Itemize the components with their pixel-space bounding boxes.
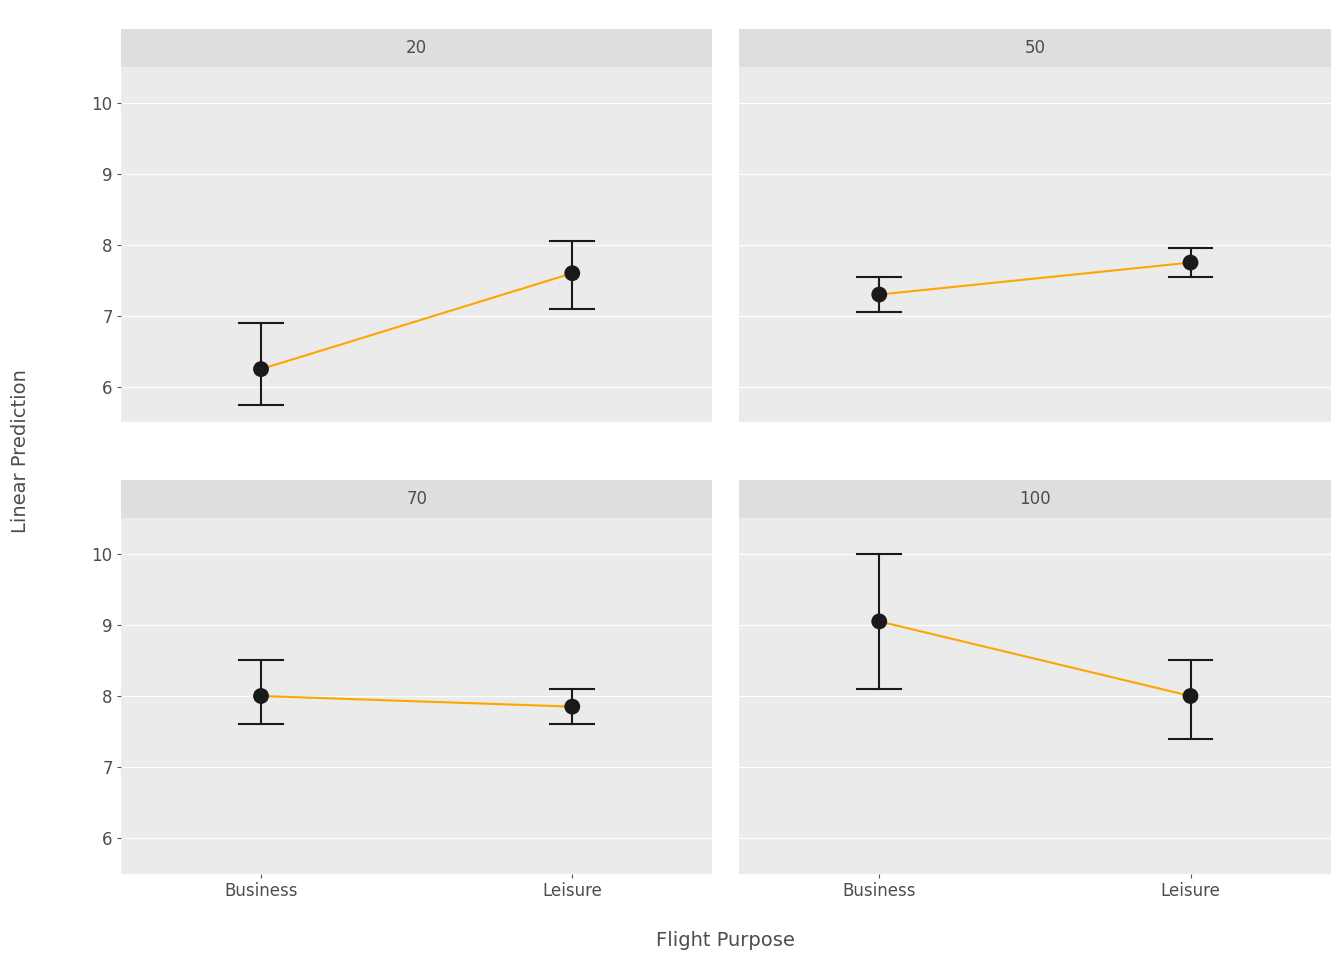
Point — [868, 613, 890, 629]
Point — [562, 699, 583, 714]
Point — [562, 266, 583, 281]
Point — [250, 688, 271, 704]
Point — [1180, 688, 1202, 704]
Text: 70: 70 — [406, 491, 427, 508]
Point — [1180, 254, 1202, 271]
Text: 100: 100 — [1019, 491, 1051, 508]
Point — [250, 361, 271, 376]
Point — [868, 287, 890, 302]
Text: 50: 50 — [1024, 39, 1046, 57]
Text: 20: 20 — [406, 39, 427, 57]
Text: Linear Prediction: Linear Prediction — [11, 370, 30, 533]
Text: Flight Purpose: Flight Purpose — [656, 931, 796, 950]
